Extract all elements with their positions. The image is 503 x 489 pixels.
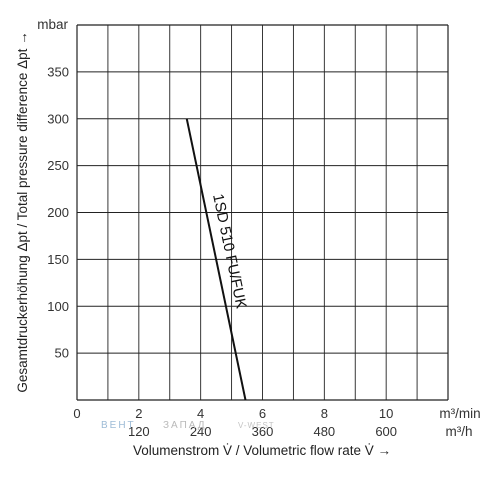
y-axis-unit: mbar (37, 17, 68, 32)
watermark: ВЕНТ ЗАПАД V-WEST (101, 420, 275, 431)
x-tick-label-primary: 10 (379, 406, 393, 421)
x-tick-label-secondary: 600 (375, 424, 397, 439)
y-axis-title: Gesamtdruckerhöhung Δpt / Total pressure… (15, 31, 30, 392)
series-line (185, 118, 247, 401)
y-tick-label: 150 (47, 252, 69, 267)
tick-labels: 50 100 150 200 250 300 350 0 2 4 6 8 10 120 240 360 480 6… (47, 64, 397, 439)
x-axis-unit-secondary: m³/h (446, 424, 473, 439)
x-axis-unit-primary: m³/min (439, 406, 480, 421)
y-tick-label: 200 (47, 205, 69, 220)
y-tick-label: 300 (47, 111, 69, 126)
watermark-part-3: V-WEST (238, 421, 275, 430)
y-tick-label: 50 (55, 346, 69, 361)
y-tick-label: 100 (47, 299, 69, 314)
x-tick-label-primary: 2 (135, 406, 142, 421)
watermark-part-1: ВЕНТ (101, 420, 136, 431)
x-axis-title: Volumenstrom V̇ / Volumetric flow rate V… (133, 443, 391, 458)
x-tick-label-secondary: 240 (190, 424, 212, 439)
x-tick-label-secondary: 360 (252, 424, 274, 439)
x-tick-label-primary: 6 (259, 406, 266, 421)
x-tick-label-secondary: 480 (313, 424, 335, 439)
y-tick-label: 350 (47, 64, 69, 79)
x-tick-label-primary: 8 (321, 406, 328, 421)
x-tick-label-secondary: 120 (128, 424, 150, 439)
y-tick-label: 250 (47, 158, 69, 173)
chart-grid (76, 24, 449, 401)
x-tick-label-primary: 4 (197, 406, 204, 421)
watermark-part-2: ЗАПАД (163, 420, 207, 431)
x-tick-label-primary: 0 (73, 406, 80, 421)
